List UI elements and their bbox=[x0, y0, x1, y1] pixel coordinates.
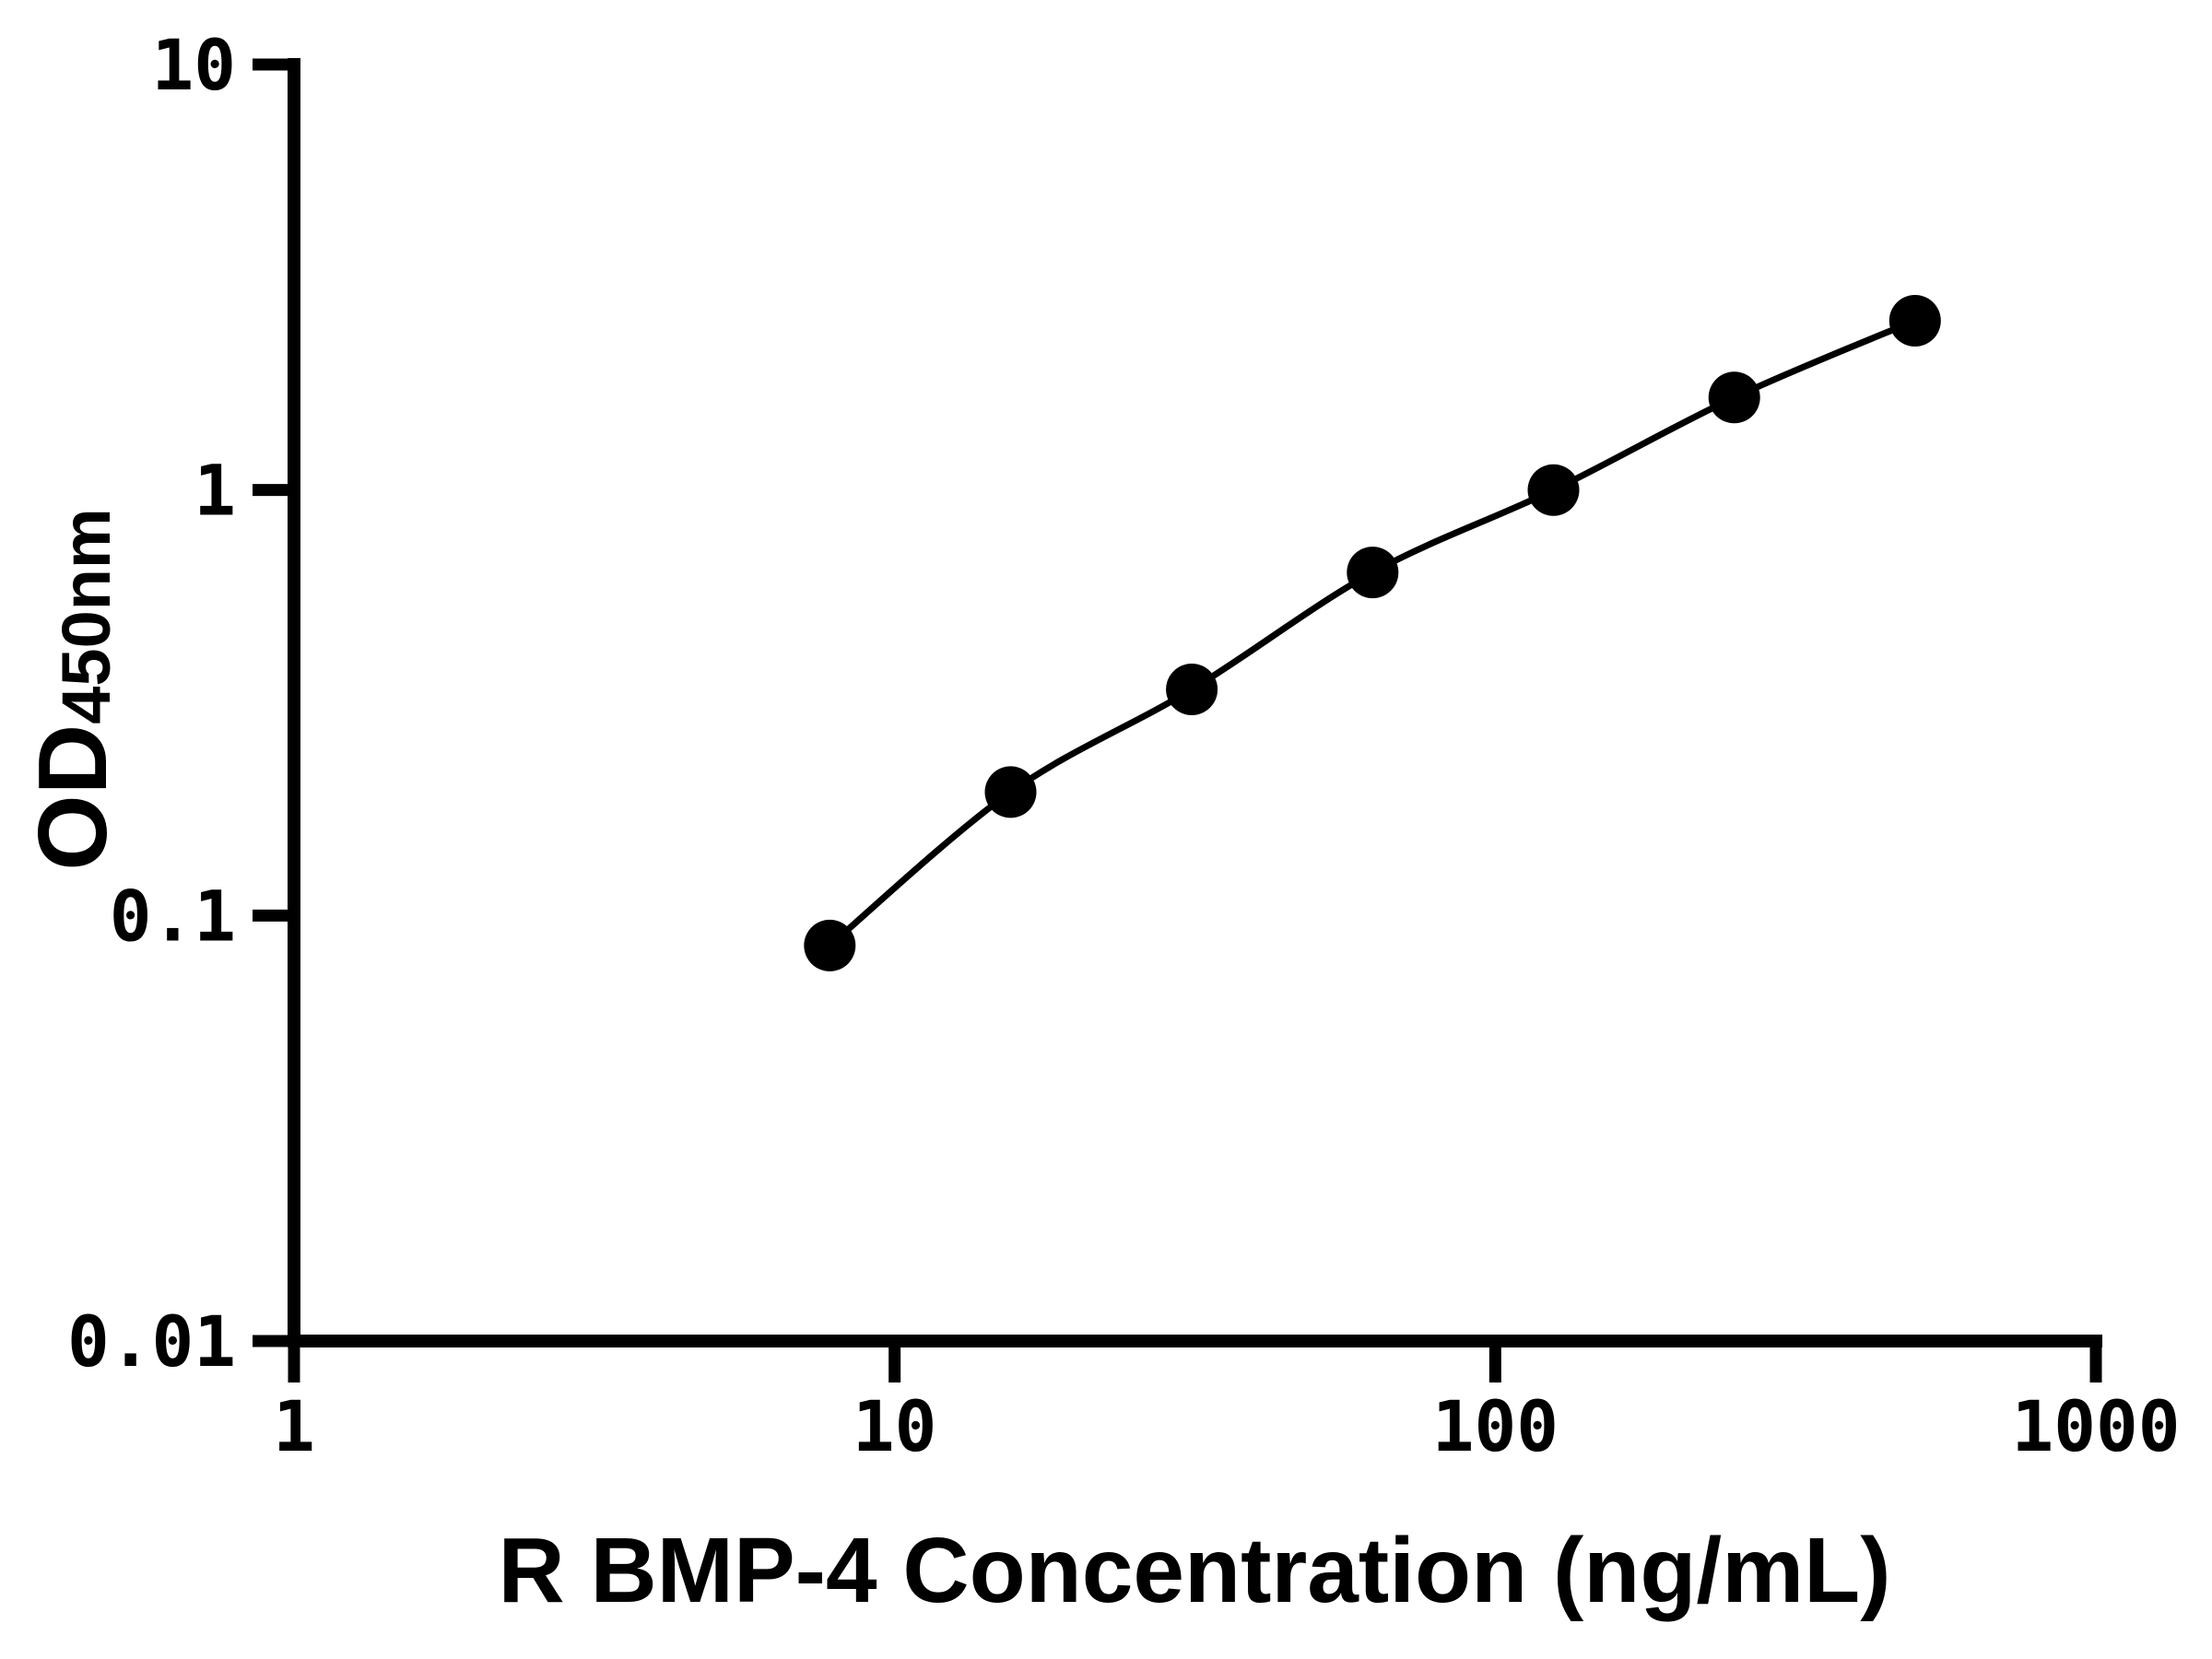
data-point-markers bbox=[804, 295, 1941, 971]
data-point-1 bbox=[804, 919, 856, 971]
x-tick-label-10: 10 bbox=[853, 1385, 937, 1467]
y-tick-label-10: 10 bbox=[151, 24, 236, 106]
y-axis-title: OD450nm bbox=[18, 508, 127, 870]
y-axis-ticks: 10 1 0.1 0.01 bbox=[67, 24, 294, 1382]
y-axis-title-subscript: 450nm bbox=[48, 508, 124, 724]
data-point-5 bbox=[1527, 464, 1580, 516]
x-tick-label-1000: 1000 bbox=[2011, 1385, 2180, 1467]
y-axis-title-main: OD bbox=[18, 724, 127, 871]
y-tick-label-0.01: 0.01 bbox=[67, 1300, 236, 1382]
x-axis-ticks: 1 10 100 1000 bbox=[273, 1341, 2181, 1467]
data-point-2 bbox=[984, 766, 1037, 818]
x-tick-label-100: 100 bbox=[1432, 1385, 1559, 1467]
data-point-4 bbox=[1347, 547, 1399, 599]
data-point-6 bbox=[1708, 371, 1760, 424]
data-point-7 bbox=[1888, 295, 1941, 347]
y-tick-label-1: 1 bbox=[194, 450, 236, 532]
data-point-3 bbox=[1166, 664, 1218, 715]
y-tick-label-0.1: 0.1 bbox=[110, 875, 236, 957]
x-tick-label-1: 1 bbox=[273, 1385, 315, 1467]
x-axis-title: R BMP-4 Concentration (ng/mL) bbox=[498, 1519, 1890, 1622]
